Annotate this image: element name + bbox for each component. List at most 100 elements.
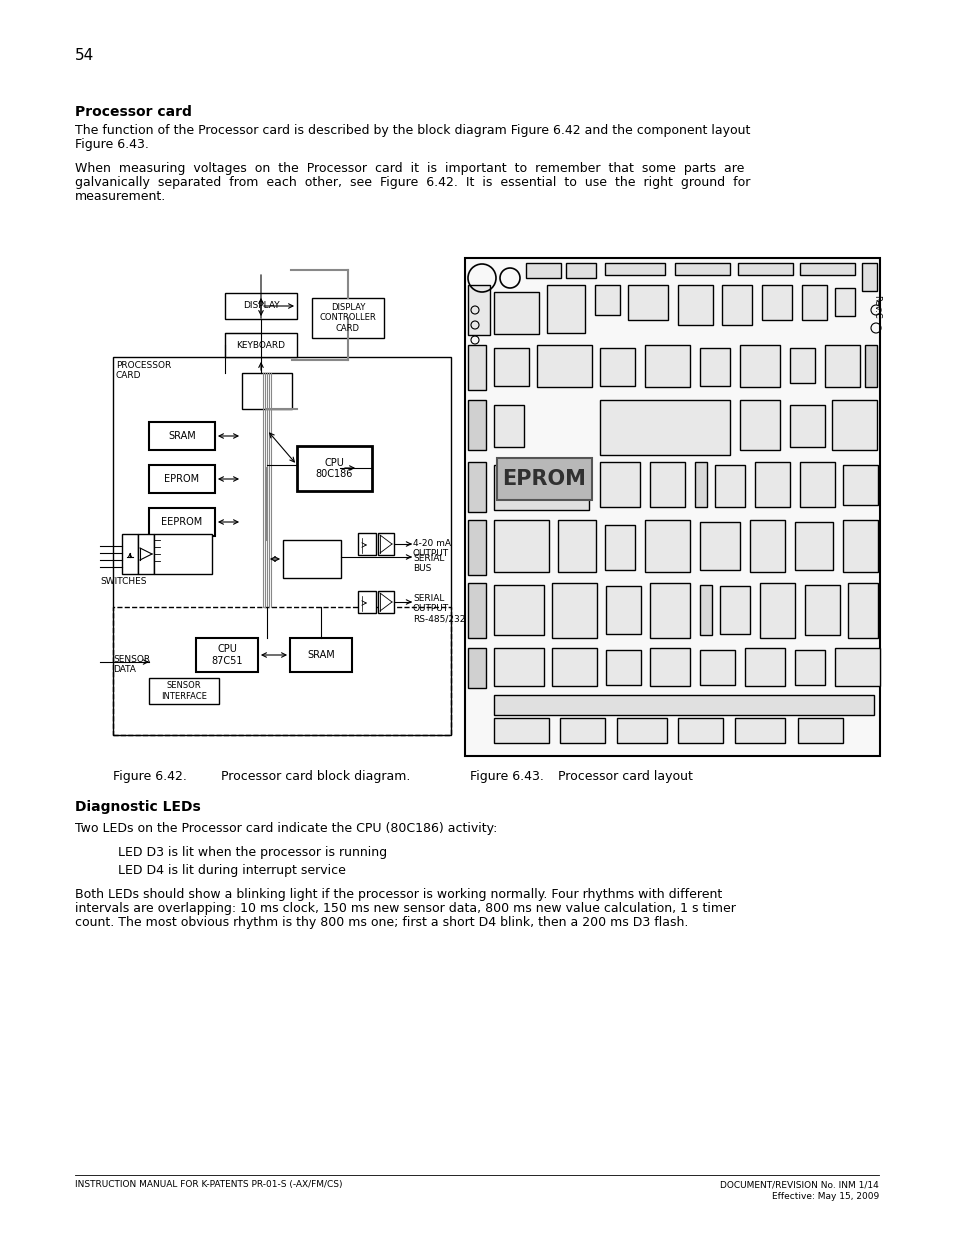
Bar <box>525 263 560 278</box>
Bar <box>700 348 729 387</box>
Bar <box>225 293 296 319</box>
Bar <box>112 606 451 735</box>
Bar <box>605 585 640 634</box>
Bar <box>834 648 879 685</box>
Bar <box>537 345 592 387</box>
Text: Both LEDs should show a blinking light if the processor is working normally. Fou: Both LEDs should show a blinking light i… <box>75 888 721 902</box>
Bar <box>649 583 689 638</box>
Bar <box>494 718 548 743</box>
Text: 4-20 mA
OUTPUT: 4-20 mA OUTPUT <box>413 538 451 558</box>
Bar <box>312 298 384 338</box>
Text: PROCESSOR
CARD: PROCESSOR CARD <box>116 361 172 380</box>
Text: Two LEDs on the Processor card indicate the CPU (80C186) activity:: Two LEDs on the Processor card indicate … <box>75 823 497 835</box>
Bar <box>797 718 842 743</box>
Bar <box>497 458 592 500</box>
Bar <box>824 345 859 387</box>
Bar <box>468 520 485 576</box>
Bar <box>605 650 640 685</box>
Text: DISPLAY: DISPLAY <box>242 301 279 310</box>
Bar <box>558 520 596 572</box>
Bar <box>283 540 340 578</box>
Bar <box>695 462 706 508</box>
Text: SRAM: SRAM <box>307 650 335 659</box>
Bar <box>599 462 639 508</box>
Bar <box>225 333 296 357</box>
Text: Figure 6.43.: Figure 6.43. <box>75 138 149 151</box>
Bar <box>789 405 824 447</box>
Bar <box>494 695 873 715</box>
Text: The function of the Processor card is described by the block diagram Figure 6.42: The function of the Processor card is de… <box>75 124 750 137</box>
Bar <box>565 263 596 278</box>
Bar <box>468 285 490 335</box>
Text: When  measuring  voltages  on  the  Processor  card  it  is  important  to  reme: When measuring voltages on the Processor… <box>75 162 743 175</box>
Bar <box>700 650 734 685</box>
Text: Processor card layout: Processor card layout <box>558 769 692 783</box>
Bar <box>552 583 597 638</box>
Bar <box>195 638 257 672</box>
Bar <box>112 357 451 735</box>
Bar <box>794 650 824 685</box>
Bar <box>862 263 876 291</box>
Bar <box>794 522 832 571</box>
Text: EEPROM: EEPROM <box>161 517 202 527</box>
Bar <box>760 583 794 638</box>
Text: Rev.C: Rev.C <box>871 295 880 319</box>
Bar <box>468 345 485 390</box>
Bar <box>761 285 791 320</box>
Bar <box>864 345 876 387</box>
Bar <box>468 648 485 688</box>
Bar <box>721 285 751 325</box>
Text: SENSOR
INTERFACE: SENSOR INTERFACE <box>161 682 207 700</box>
Bar <box>754 462 789 508</box>
Bar <box>242 373 292 409</box>
Bar <box>831 400 876 450</box>
Bar <box>494 585 543 635</box>
Bar <box>464 258 879 756</box>
Bar <box>377 534 394 555</box>
Text: DOCUMENT/REVISION No. INM 1/14: DOCUMENT/REVISION No. INM 1/14 <box>720 1179 878 1189</box>
Bar <box>296 446 372 492</box>
Bar <box>546 285 584 333</box>
Text: Processor card block diagram.: Processor card block diagram. <box>221 769 410 783</box>
Bar <box>744 648 784 685</box>
Text: DISPLAY
CONTROLLER
CARD: DISPLAY CONTROLLER CARD <box>319 303 376 333</box>
Bar <box>800 462 834 508</box>
Bar <box>357 592 375 613</box>
Bar <box>678 718 722 743</box>
Bar <box>847 583 877 638</box>
Bar <box>644 345 689 387</box>
Text: galvanically  separated  from  each  other,  see  Figure  6.42.  It  is  essenti: galvanically separated from each other, … <box>75 177 750 189</box>
Bar <box>678 285 712 325</box>
Bar <box>740 345 780 387</box>
Text: SWITCHES: SWITCHES <box>100 577 147 585</box>
Text: LED D4 is lit during interrupt service: LED D4 is lit during interrupt service <box>118 864 346 877</box>
Text: Effective: May 15, 2009: Effective: May 15, 2009 <box>771 1192 878 1200</box>
Bar <box>675 263 729 275</box>
Bar <box>138 534 153 574</box>
Bar <box>834 288 854 316</box>
Bar <box>494 648 543 685</box>
Text: 54: 54 <box>75 48 94 63</box>
Bar <box>599 400 729 454</box>
Bar <box>357 534 375 555</box>
Text: measurement.: measurement. <box>75 190 166 203</box>
Text: count. The most obvious rhythm is thy 800 ms one; first a short D4 blink, then a: count. The most obvious rhythm is thy 80… <box>75 916 688 929</box>
Bar <box>599 348 635 387</box>
Bar <box>842 520 877 572</box>
Bar <box>468 462 485 513</box>
Bar <box>804 585 840 635</box>
Bar <box>595 285 619 315</box>
Bar <box>700 585 711 635</box>
Bar <box>604 525 635 571</box>
Bar <box>552 648 597 685</box>
Bar <box>749 520 784 572</box>
Bar <box>494 348 529 387</box>
Bar <box>149 466 214 493</box>
Bar <box>714 466 744 508</box>
Bar <box>377 592 394 613</box>
Text: Processor card: Processor card <box>75 105 192 119</box>
Text: intervals are overlapping: 10 ms clock, 150 ms new sensor data, 800 ms new value: intervals are overlapping: 10 ms clock, … <box>75 902 735 915</box>
Bar <box>649 462 684 508</box>
Bar <box>649 648 689 685</box>
Bar <box>559 718 604 743</box>
